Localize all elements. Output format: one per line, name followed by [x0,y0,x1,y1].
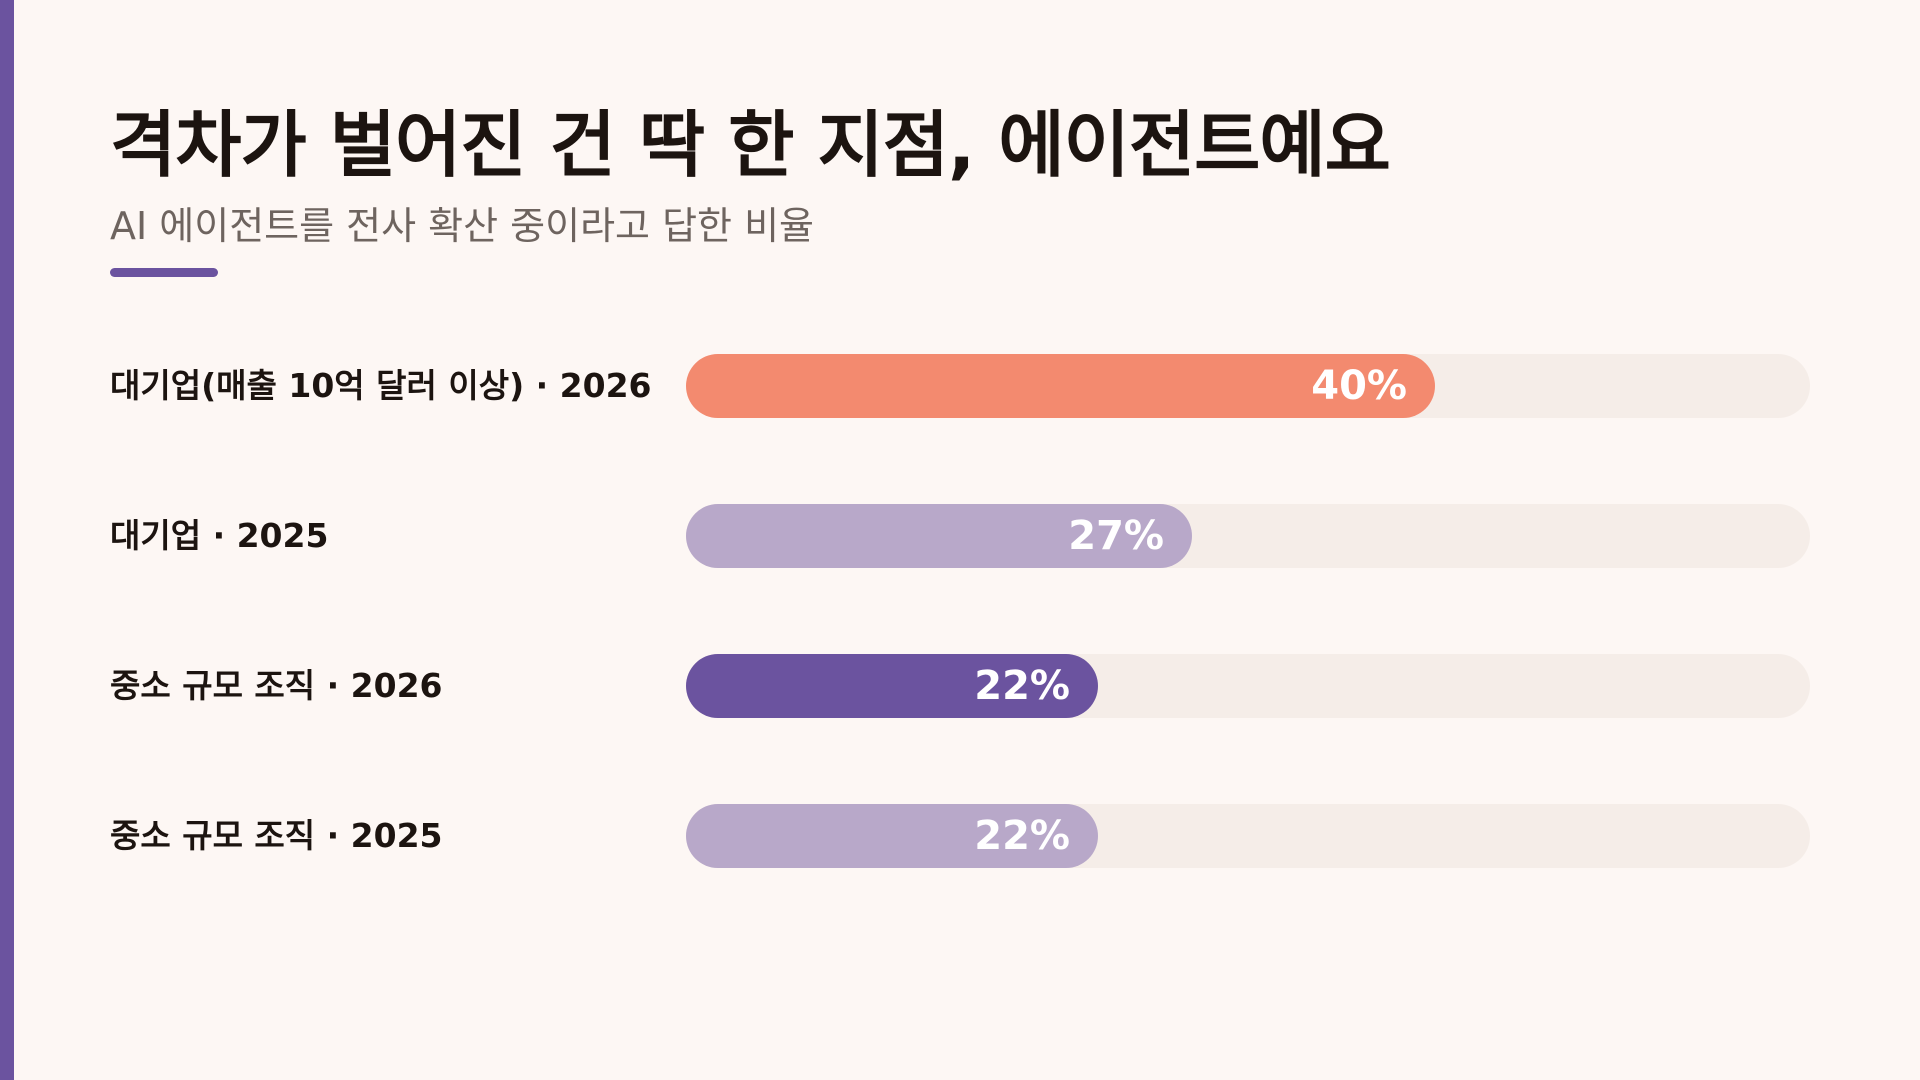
bar-value-label: 27% [1068,513,1164,559]
bar-row: 중소 규모 조직 · 2025 22% [0,804,1920,868]
bar-value-label: 22% [974,663,1070,709]
category-label: 대기업(매출 10억 달러 이상) · 2026 [110,366,652,405]
slide-subtitle: AI 에이전트를 전사 확산 중이라고 답한 비율 [110,204,814,248]
bar: 22% [686,804,1098,868]
bar-track: 22% [686,654,1810,718]
bar-track: 40% [686,354,1810,418]
category-label: 중소 규모 조직 · 2026 [110,666,443,705]
bar-track: 27% [686,504,1810,568]
bar-value-label: 40% [1311,363,1407,409]
slide-title: 격차가 벌어진 건 딱 한 지점, 에이전트예요 [110,103,1391,187]
bar-row: 대기업 · 2025 27% [0,504,1920,568]
bar-row: 중소 규모 조직 · 2026 22% [0,654,1920,718]
category-label: 중소 규모 조직 · 2025 [110,816,443,855]
bar-row: 대기업(매출 10억 달러 이상) · 2026 40% [0,354,1920,418]
category-label: 대기업 · 2025 [110,516,329,555]
bar-track: 22% [686,804,1810,868]
bar: 27% [686,504,1192,568]
bar-value-label: 22% [974,813,1070,859]
left-accent-stripe [0,0,14,1080]
bar: 22% [686,654,1098,718]
bar: 40% [686,354,1435,418]
title-underline [110,268,218,277]
